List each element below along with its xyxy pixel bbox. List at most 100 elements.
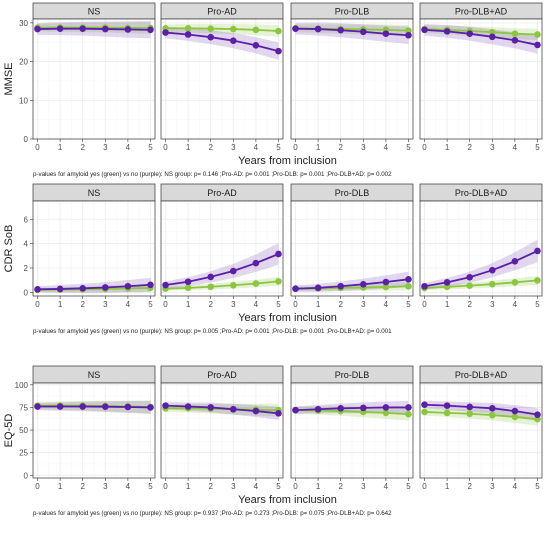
panel-pro-dlb-ad: Pro-DLB+AD 0 1 2 3 4 5 bbox=[419, 2, 543, 152]
data-point-amyloid-no bbox=[34, 25, 41, 33]
series-line-amyloid-yes bbox=[165, 280, 279, 290]
series-line-amyloid-yes bbox=[424, 279, 538, 289]
y-tick-label: 25 bbox=[19, 449, 28, 458]
data-point-amyloid-no bbox=[443, 28, 451, 35]
series-line-amyloid-no bbox=[424, 28, 538, 46]
panel-pro-ad: Pro-AD 0 1 2 3 4 5 bbox=[160, 365, 284, 491]
panel-pro-dlb: Pro-DLB 0 1 2 3 4 5 bbox=[290, 365, 414, 491]
data-point-amyloid-yes bbox=[229, 25, 237, 33]
data-point-amyloid-no bbox=[421, 282, 428, 290]
data-point-amyloid-yes bbox=[466, 410, 474, 418]
x-tick-label: 2 bbox=[467, 300, 472, 309]
panel-border bbox=[160, 382, 284, 479]
data-point-amyloid-no bbox=[56, 285, 64, 293]
x-tick-label: 1 bbox=[316, 143, 321, 152]
data-point-amyloid-no bbox=[488, 33, 496, 41]
x-tick-label: 4 bbox=[384, 482, 389, 491]
x-axis-title: Years from inclusion bbox=[238, 312, 337, 324]
data-point-amyloid-yes bbox=[275, 278, 282, 285]
data-point-amyloid-yes bbox=[405, 27, 412, 34]
y-axis-title: CDR SoB bbox=[3, 225, 15, 273]
y-tick-label: 20 bbox=[19, 58, 28, 67]
data-point-amyloid-no bbox=[162, 29, 169, 36]
data-point-amyloid-no bbox=[511, 36, 519, 44]
panel-ns: NS 0 1 2 3 4 5 bbox=[32, 183, 156, 309]
data-point-amyloid-no bbox=[337, 405, 345, 412]
x-tick-label: 1 bbox=[445, 300, 450, 309]
data-point-amyloid-yes bbox=[511, 279, 519, 286]
data-point-amyloid-no bbox=[534, 411, 541, 418]
x-tick-label: 5 bbox=[406, 143, 411, 152]
x-tick-label: 3 bbox=[103, 143, 108, 152]
data-point-amyloid-no bbox=[252, 259, 260, 267]
y-tick-label: 100 bbox=[15, 381, 29, 390]
data-point-amyloid-no bbox=[34, 403, 41, 410]
data-point-amyloid-no bbox=[79, 285, 87, 292]
x-tick-label: 0 bbox=[35, 300, 40, 309]
facet-label: Pro-DLB bbox=[335, 370, 370, 380]
data-point-amyloid-no bbox=[147, 281, 154, 289]
series-line-amyloid-no bbox=[165, 31, 279, 53]
x-tick-label: 5 bbox=[406, 300, 411, 309]
x-tick-label: 5 bbox=[148, 143, 153, 152]
x-tick-label: 1 bbox=[58, 482, 63, 491]
x-tick-label: 2 bbox=[80, 143, 85, 152]
x-tick-label: 3 bbox=[103, 300, 108, 309]
data-point-amyloid-no bbox=[292, 25, 299, 32]
facet-label: Pro-DLB+AD bbox=[455, 370, 508, 380]
data-point-amyloid-yes bbox=[511, 413, 519, 421]
data-point-amyloid-yes bbox=[252, 280, 260, 287]
x-tick-label: 0 bbox=[163, 300, 168, 309]
y-tick-label: 6 bbox=[24, 215, 29, 224]
x-tick-label: 2 bbox=[338, 482, 343, 491]
confidence-band-amyloid-no bbox=[165, 243, 279, 289]
data-point-amyloid-no bbox=[184, 278, 192, 286]
panel-border bbox=[419, 18, 543, 140]
p-value-caption: p-values for amyloid yes (green) vs no (… bbox=[33, 171, 392, 178]
data-point-amyloid-yes bbox=[207, 283, 215, 291]
data-point-amyloid-yes bbox=[382, 409, 390, 417]
panel-border bbox=[290, 200, 414, 297]
panel-ns: NS 0 1 2 3 4 5 bbox=[32, 365, 156, 491]
x-tick-label: 0 bbox=[293, 482, 298, 491]
x-tick-label: 3 bbox=[361, 143, 366, 152]
data-point-amyloid-no bbox=[466, 273, 474, 281]
x-tick-label: 5 bbox=[276, 300, 281, 309]
data-point-amyloid-no bbox=[337, 282, 345, 290]
y-tick-label: 10 bbox=[19, 96, 28, 105]
data-point-amyloid-yes bbox=[534, 277, 541, 284]
x-tick-label: 1 bbox=[186, 300, 191, 309]
data-point-amyloid-no bbox=[79, 403, 87, 410]
data-point-amyloid-no bbox=[466, 30, 474, 38]
data-point-amyloid-no bbox=[252, 407, 260, 415]
data-point-amyloid-no bbox=[207, 273, 215, 281]
y-tick-label: 75 bbox=[19, 403, 28, 412]
data-point-amyloid-no bbox=[511, 257, 519, 265]
panel-pro-dlb: Pro-DLB 0 1 2 3 4 5 bbox=[290, 183, 414, 309]
facet-label: Pro-DLB bbox=[335, 7, 370, 17]
confidence-band-amyloid-yes bbox=[424, 25, 538, 41]
data-point-amyloid-no bbox=[162, 402, 169, 409]
panel-border bbox=[290, 382, 414, 479]
series-line-amyloid-yes bbox=[295, 409, 409, 416]
x-tick-label: 3 bbox=[231, 300, 236, 309]
x-tick-label: 5 bbox=[148, 300, 153, 309]
x-tick-label: 4 bbox=[254, 143, 259, 152]
x-tick-label: 2 bbox=[467, 143, 472, 152]
panel-border bbox=[32, 200, 156, 297]
facet-label: Pro-AD bbox=[207, 188, 237, 198]
facet-label: NS bbox=[88, 7, 101, 17]
series-line-amyloid-no bbox=[295, 27, 409, 37]
data-point-amyloid-no bbox=[275, 250, 282, 258]
x-tick-label: 5 bbox=[535, 143, 540, 152]
data-point-amyloid-yes bbox=[382, 283, 390, 291]
data-point-amyloid-no bbox=[382, 278, 390, 286]
x-tick-label: 3 bbox=[103, 482, 108, 491]
data-point-amyloid-no bbox=[511, 407, 519, 415]
x-tick-label: 5 bbox=[276, 482, 281, 491]
x-tick-label: 0 bbox=[422, 143, 427, 152]
x-tick-label: 3 bbox=[231, 482, 236, 491]
p-value-caption: p-values for amyloid yes (green) vs no (… bbox=[33, 510, 392, 517]
x-tick-label: 0 bbox=[163, 482, 168, 491]
